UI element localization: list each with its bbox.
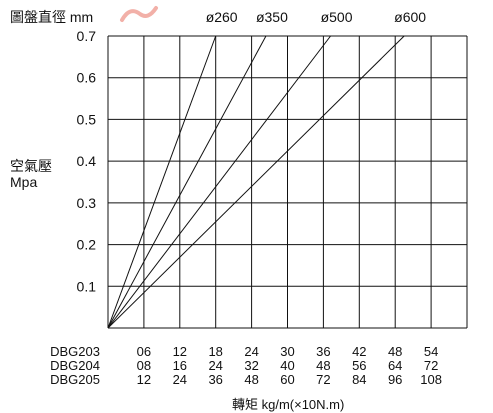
x-tick-label: 72 — [424, 358, 438, 373]
x-tick-label: 32 — [244, 358, 258, 373]
x-tick-label: 108 — [420, 372, 442, 387]
series-line — [107, 35, 217, 329]
x-tick-label: 42 — [352, 344, 366, 359]
x-tick-label: 24 — [173, 372, 187, 387]
watermark-stamp — [118, 0, 178, 26]
x-tick-label: 18 — [208, 344, 222, 359]
y-axis-label-line1: 空氣壓 — [10, 158, 52, 174]
y-axis-label-line2: Mpa — [10, 174, 37, 190]
x-tick-label: 36 — [208, 372, 222, 387]
series-line — [107, 35, 405, 329]
x-row-model-label: DBG204 — [50, 358, 100, 373]
x-tick-label: 56 — [352, 358, 366, 373]
y-tick-label: 0.1 — [77, 278, 97, 294]
x-tick-label: 48 — [316, 358, 330, 373]
chart-grid — [107, 35, 468, 329]
chart-title: 圖盤直徑 mm — [10, 9, 93, 25]
x-tick-label: 54 — [424, 344, 438, 359]
series-label: ø260 — [206, 9, 238, 25]
y-tick-label: 0.3 — [77, 195, 97, 211]
x-axis-label: 轉矩 kg/m(×10N.m) — [232, 397, 344, 412]
y-tick-label: 0.7 — [77, 28, 97, 44]
x-tick-label: 12 — [137, 372, 151, 387]
x-tick-label: 24 — [208, 358, 222, 373]
x-tick-label: 84 — [352, 372, 366, 387]
series-line — [107, 35, 331, 329]
x-tick-label: 36 — [316, 344, 330, 359]
chart-labels: 0.7 0.6 0.5 0.4 0.3 0.2 0.1 ø260 ø350 ø500 ø600 DBG… — [50, 9, 442, 387]
x-tick-label: 40 — [280, 358, 294, 373]
x-tick-label: 72 — [316, 372, 330, 387]
series-label: ø600 — [394, 9, 426, 25]
x-row-model-label: DBG203 — [50, 344, 100, 359]
x-tick-label: 08 — [137, 358, 151, 373]
y-tick-label: 0.4 — [77, 153, 97, 169]
x-tick-label: 24 — [244, 344, 258, 359]
chart-series-lines — [107, 35, 405, 329]
series-line — [107, 35, 267, 329]
x-tick-label: 30 — [280, 344, 294, 359]
series-label: ø350 — [256, 9, 288, 25]
series-label: ø500 — [321, 9, 353, 25]
x-tick-label: 48 — [244, 372, 258, 387]
y-tick-label: 0.6 — [77, 70, 97, 86]
x-tick-label: 06 — [137, 344, 151, 359]
y-tick-label: 0.2 — [77, 237, 97, 253]
x-tick-label: 48 — [388, 344, 402, 359]
y-tick-label: 0.5 — [77, 111, 97, 127]
x-tick-label: 16 — [173, 358, 187, 373]
x-tick-label: 64 — [388, 358, 402, 373]
x-row-model-label: DBG205 — [50, 372, 100, 387]
x-tick-label: 12 — [173, 344, 187, 359]
x-tick-label: 60 — [280, 372, 294, 387]
x-tick-label: 96 — [388, 372, 402, 387]
